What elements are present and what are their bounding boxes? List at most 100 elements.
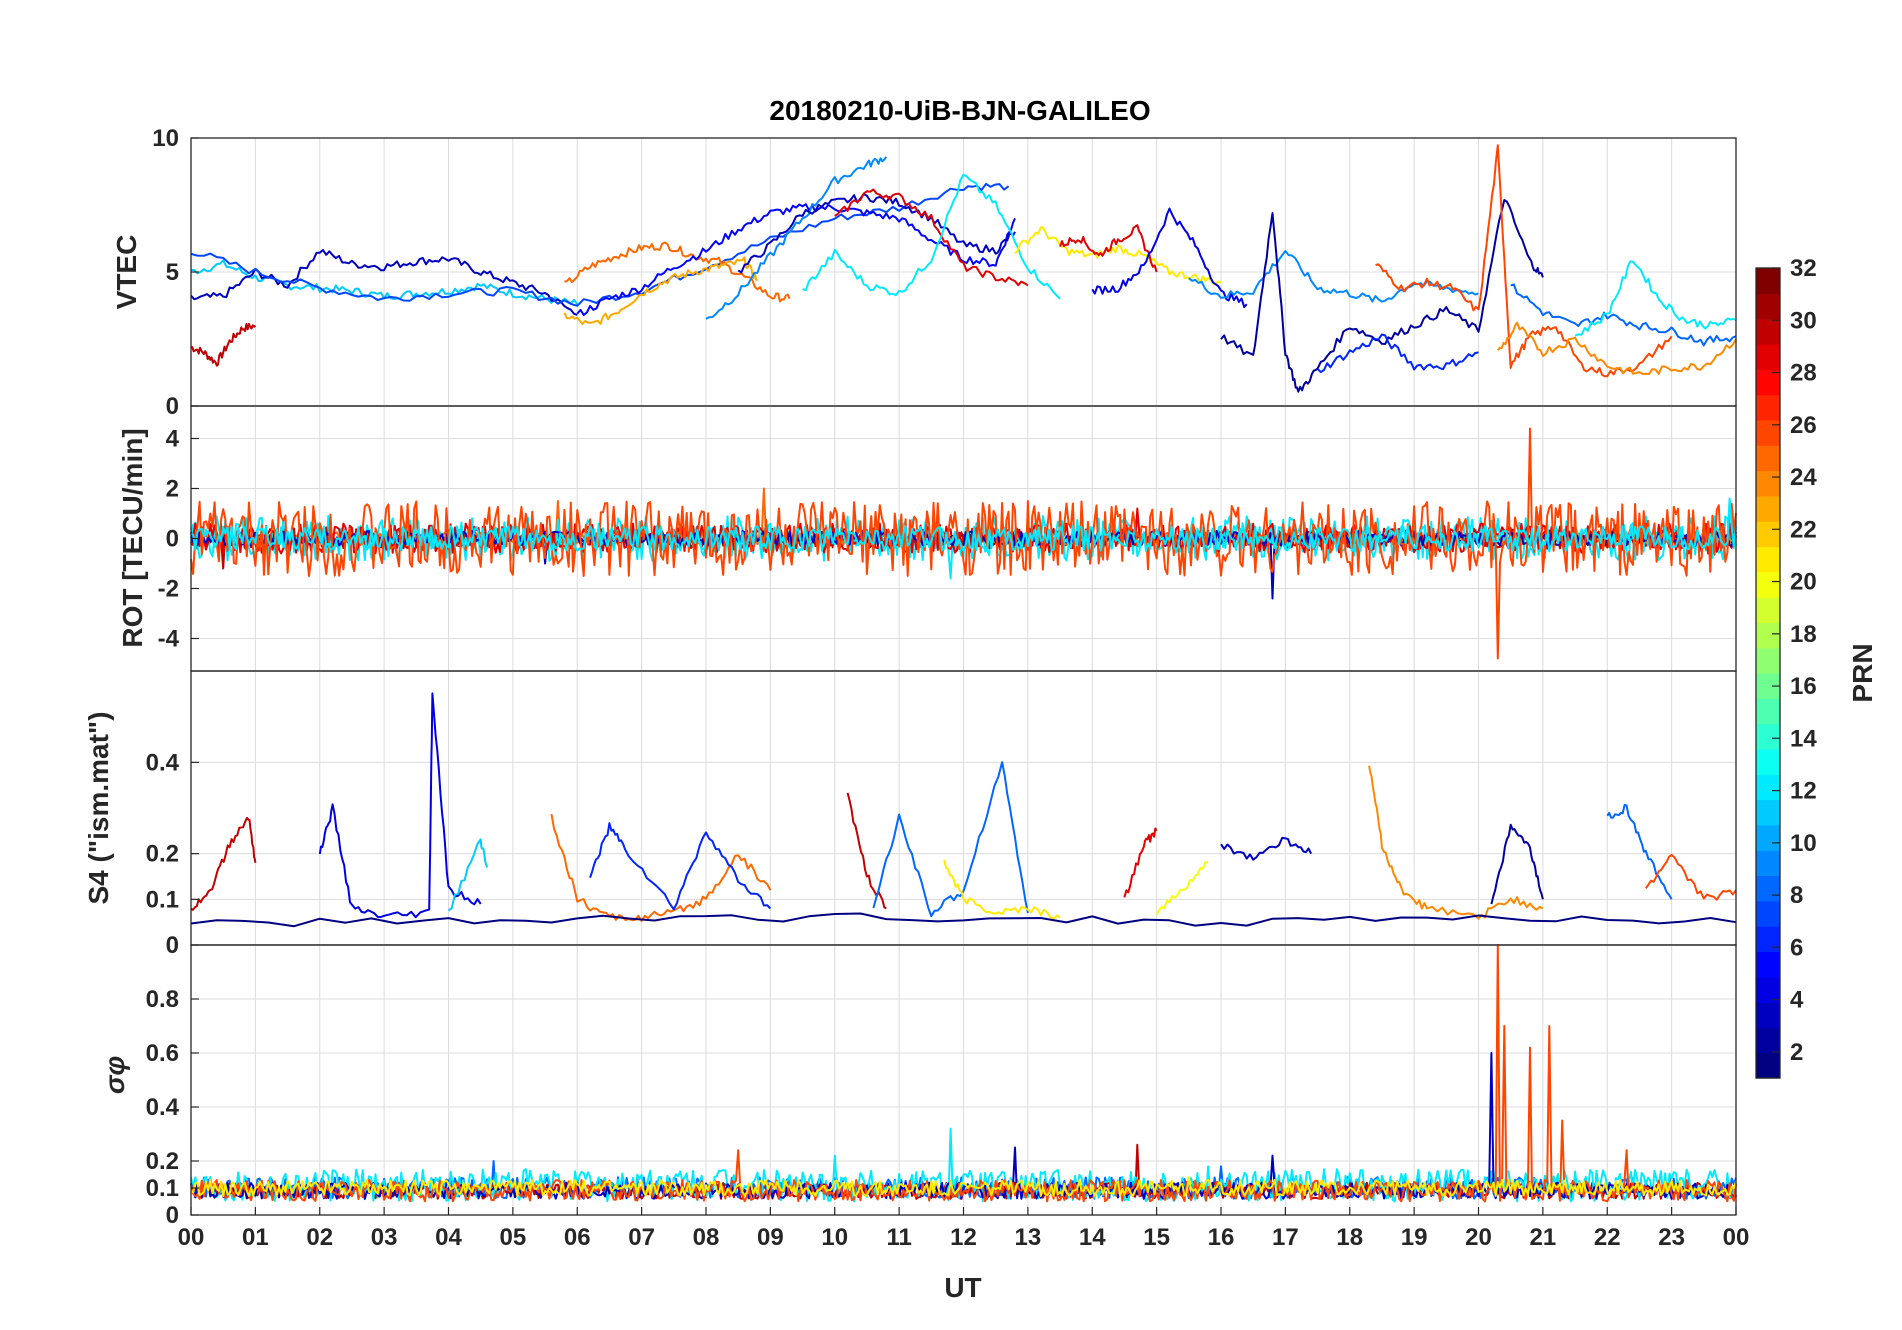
- x-tick-label: 12: [950, 1224, 977, 1251]
- colorbar-tick-label: 30: [1790, 307, 1817, 334]
- colorbar-tick-label: 32: [1790, 255, 1817, 282]
- sig-ytick-label: 0.2: [146, 1148, 179, 1175]
- rot-ytick-label: -4: [158, 626, 180, 653]
- colorbar-band: [1756, 369, 1780, 396]
- s4-series-prn-1: [190, 912, 1737, 928]
- colorbar-band: [1756, 1002, 1780, 1028]
- colorbar-band: [1756, 622, 1780, 649]
- colorbar-tick-label: 16: [1790, 673, 1817, 700]
- colorbar-band: [1756, 521, 1780, 548]
- colorbar-band: [1756, 951, 1780, 978]
- vtec-series-prn-29: [1059, 224, 1158, 273]
- s4-series-prn-26: [1645, 853, 1737, 901]
- colorbar-band: [1756, 394, 1780, 421]
- vtec-series-prn-21: [1014, 226, 1222, 285]
- vtec-series-prn-9: [1188, 250, 1479, 303]
- colorbar-band: [1756, 875, 1780, 902]
- x-tick-label: 02: [306, 1224, 333, 1251]
- vtec-series-prn-29: [834, 188, 1029, 287]
- x-tick-label: 07: [628, 1224, 655, 1251]
- x-tick-label: 23: [1658, 1224, 1685, 1251]
- vtec-series-group: [190, 144, 1737, 393]
- vtec-series-prn-9: [705, 156, 888, 320]
- colorbar-bands: [1756, 268, 1780, 1079]
- sig-ytick-label: 0.8: [146, 986, 179, 1013]
- sigma-phi-panel: 00.10.2 0.4 0.6 0.8 σφ: [99, 944, 1737, 1229]
- x-tick-label: 06: [564, 1224, 591, 1251]
- colorbar-band: [1756, 647, 1780, 674]
- s4-series-prn-30: [190, 816, 257, 911]
- vtec-ytick-label: 0: [166, 393, 179, 420]
- vtec-y-ticks: 0 5 10: [152, 125, 199, 420]
- vtec-ylabel: VTEC: [111, 235, 142, 310]
- vtec-ytick-label: 10: [152, 125, 179, 152]
- x-tick-label: 17: [1272, 1224, 1299, 1251]
- x-tick-label: 13: [1015, 1224, 1042, 1251]
- colorbar-tick-label: 22: [1790, 516, 1817, 543]
- colorbar-band: [1756, 343, 1780, 370]
- s4-series-prn-8: [1606, 803, 1673, 900]
- colorbar-band: [1756, 926, 1780, 953]
- sig-ytick-label: 0.1: [146, 1175, 179, 1202]
- colorbar-band: [1756, 470, 1780, 497]
- s4-ytick-label: 0.1: [146, 886, 179, 913]
- x-tick-label: 20: [1465, 1224, 1492, 1251]
- colorbar-label: PRN: [1847, 643, 1878, 702]
- colorbar-tick-label: 26: [1790, 412, 1817, 439]
- colorbar-tick-label: 6: [1790, 934, 1803, 961]
- rot-ytick-label: -2: [158, 576, 179, 603]
- s4-series-prn-11: [447, 838, 489, 912]
- s4-series-prn-25: [550, 814, 772, 922]
- x-tick-label: 08: [693, 1224, 720, 1251]
- s4-series-prn-30: [846, 792, 887, 910]
- colorbar-band: [1756, 1052, 1780, 1079]
- colorbar-tick-label: 8: [1790, 882, 1803, 909]
- sigma-phi-ylabel: σφ: [99, 1056, 130, 1094]
- colorbar-band: [1756, 1027, 1780, 1054]
- colorbar-band: [1756, 976, 1780, 1003]
- x-tick-label: 10: [821, 1224, 848, 1251]
- s4-ytick-label: 0.2: [146, 841, 179, 868]
- colorbar-band: [1756, 419, 1780, 446]
- vtec-series-prn-30: [191, 322, 257, 367]
- x-tick-label: 22: [1594, 1224, 1621, 1251]
- x-tick-label: 11: [886, 1224, 911, 1251]
- rot-ylabel: ROT [TECU/min]: [117, 428, 148, 647]
- colorbar-band: [1756, 824, 1780, 851]
- x-tick-label: 19: [1401, 1224, 1428, 1251]
- vtec-series-prn-8: [1510, 283, 1737, 347]
- vtec-series-prn-12: [802, 173, 1061, 300]
- colorbar-tick-label: 20: [1790, 569, 1817, 596]
- vtec-series-prn-6: [1316, 333, 1479, 374]
- colorbar-band: [1756, 445, 1780, 472]
- s4-ytick-label: 0: [166, 932, 179, 959]
- vtec-panel: 0 5 10 VTEC: [111, 125, 1737, 420]
- x-tick-label: 15: [1143, 1224, 1170, 1251]
- colorbar-band: [1756, 318, 1780, 345]
- chart-title: 20180210-UiB-BJN-GALILEO: [769, 95, 1150, 126]
- colorbar-band: [1756, 571, 1780, 598]
- colorbar-tick-label: 4: [1790, 987, 1804, 1014]
- vtec-ytick-label: 5: [166, 259, 179, 286]
- s4-series-prn-6: [589, 822, 772, 911]
- vtec-series-prn-26: [1375, 144, 1673, 378]
- s4-series-prn-20: [1155, 860, 1209, 916]
- x-tick-label: 01: [242, 1224, 269, 1251]
- colorbar-band: [1756, 293, 1780, 320]
- rot-panel: -4 -2 0 2 4 ROT [TECU/min]: [117, 405, 1737, 672]
- rot-y-ticks: -4 -2 0 2 4: [158, 426, 199, 653]
- colorbar-band: [1756, 900, 1780, 927]
- x-tick-label: 05: [500, 1224, 527, 1251]
- vtec-series-prn-23: [563, 256, 758, 325]
- s4-ylabel: S4 ("ism.mat"): [83, 711, 114, 904]
- vtec-series-prn-24: [1497, 321, 1737, 375]
- s4-series-prn-2: [1490, 823, 1544, 905]
- colorbar-tick-label: 12: [1790, 778, 1817, 805]
- colorbar-band: [1756, 799, 1780, 826]
- sig-series-prn-26: [190, 944, 1737, 1203]
- vtec-series-prn-5: [576, 203, 1016, 316]
- s4-series-prn-4: [318, 692, 482, 919]
- colorbar-tick-label: 24: [1790, 464, 1817, 491]
